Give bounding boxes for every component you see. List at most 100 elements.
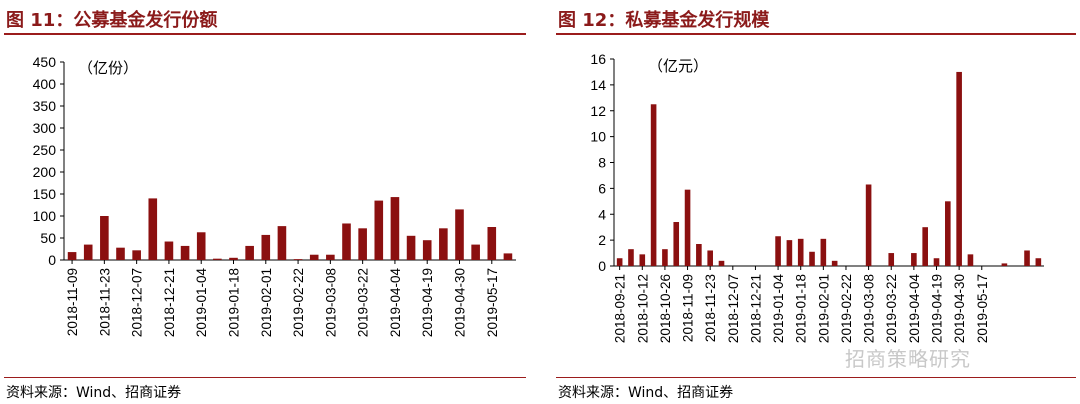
bar [831, 260, 838, 266]
x-tick-label: 2018-12-07 [726, 274, 741, 343]
y-tick-label: 200 [33, 164, 57, 180]
y-tick-label: 100 [33, 208, 57, 224]
bar [229, 257, 238, 260]
bar [639, 254, 646, 266]
figure-title: 图 11：公募基金发行份额 [6, 10, 218, 31]
y-tick-label: 450 [33, 54, 57, 70]
x-tick-label: 2019-04-04 [388, 268, 403, 338]
bar [775, 236, 781, 266]
y-tick-label: 6 [598, 180, 606, 196]
x-tick-label: 2019-04-19 [420, 268, 435, 337]
bar [406, 235, 416, 260]
chart-panel-private-funds: 图 12：私募基金发行规模 0 2 4 6 8 10 12 14 16 （亿元） 2018-09-2… [552, 0, 1080, 404]
bar [945, 201, 951, 266]
y-tick-label: 250 [33, 142, 57, 158]
bar [707, 250, 713, 266]
x-tick-label: 2019-02-22 [839, 274, 854, 343]
bar [865, 184, 872, 266]
y-tick-label: 300 [33, 120, 57, 136]
bar [293, 259, 303, 260]
y-tick-label: 8 [598, 155, 606, 171]
bar [820, 238, 827, 266]
bar-chart-public-fund-issuance: 0 50 100 150 200 250 300 350 400 450 （亿份） 2018-11-0… [33, 54, 516, 338]
y-tick-label: 4 [598, 206, 606, 222]
bar-chart-private-fund-issuance: 0 2 4 6 8 10 12 14 16 （亿元） 2018-09-21 2018-10-12 201… [590, 51, 1044, 344]
bar [1024, 250, 1030, 266]
bar [718, 260, 725, 266]
bar [956, 71, 962, 266]
bar [662, 249, 668, 266]
x-tick-label: 2019-03-22 [356, 268, 371, 337]
bar [342, 223, 351, 260]
bar [888, 253, 895, 266]
x-tick-label: 2018-11-23 [97, 268, 112, 336]
x-tick-label: 2019-01-04 [194, 268, 209, 338]
bar [390, 197, 400, 260]
bar [358, 228, 367, 260]
bar [148, 198, 158, 260]
bar [309, 254, 319, 260]
bar [922, 227, 928, 266]
x-tick-label: 2019-02-01 [259, 268, 274, 337]
x-tick-label: 2019-02-01 [816, 274, 831, 343]
bar [326, 254, 335, 260]
x-tick-label: 2019-01-18 [794, 274, 809, 343]
x-tick-label: 2018-11-09 [65, 268, 80, 336]
x-tick-label: 2019-03-08 [862, 274, 877, 343]
bar [967, 254, 974, 266]
x-tick-label: 2018-10-12 [635, 274, 650, 343]
bar [100, 216, 109, 260]
bar [277, 226, 287, 260]
bar [83, 244, 93, 260]
bar [116, 247, 125, 260]
bar [933, 258, 940, 266]
bar [374, 200, 384, 260]
y-tick-label: 0 [598, 258, 606, 274]
x-tick-label: 2019-05-17 [975, 274, 990, 343]
y-tick-label: 14 [590, 77, 606, 93]
bar [503, 253, 513, 260]
bar [911, 253, 917, 266]
source-note: 资料来源：Wind、招商证券 [558, 385, 734, 401]
chart-panel-public-funds: 图 11：公募基金发行份额 0 50 100 150 200 250 300 350 400 45… [0, 0, 530, 404]
y-tick-label: 150 [33, 186, 57, 202]
bar [132, 250, 141, 260]
bar [261, 234, 271, 260]
bar [1001, 263, 1008, 266]
bar [1035, 258, 1042, 266]
bar [245, 245, 254, 260]
bar [797, 238, 804, 266]
x-tick-label: 2019-01-18 [227, 268, 242, 337]
y-tick-label: 50 [40, 230, 56, 246]
source-note: 资料来源：Wind、招商证券 [6, 385, 182, 401]
bar [487, 227, 497, 260]
bar [684, 189, 691, 266]
x-tick-label: 2018-11-23 [703, 274, 718, 342]
x-tick-label: 2019-05-17 [485, 268, 500, 337]
title-rule [556, 33, 1076, 35]
bar [650, 104, 657, 266]
x-tick-label: 2018-09-21 [613, 274, 628, 343]
x-tick-label: 2019-02-22 [291, 268, 306, 337]
x-tick-label: 2018-12-07 [130, 268, 145, 337]
bottom-rule [556, 377, 1076, 378]
x-tick-label: 2019-03-08 [323, 268, 338, 337]
bottom-rule [4, 377, 526, 378]
x-tick-label: 2018-10-26 [658, 274, 673, 343]
x-tick-label: 2019-04-04 [907, 274, 922, 344]
x-tick-label: 2019-04-19 [930, 274, 945, 343]
bar [455, 209, 464, 260]
unit-label: （亿元） [648, 57, 708, 75]
watermark-text: 招商策略研究 [845, 347, 971, 371]
title-rule [4, 33, 526, 35]
y-tick-label: 400 [33, 76, 57, 92]
x-tick-label: 2019-03-22 [884, 274, 899, 343]
x-tick-label: 2019-04-30 [453, 268, 468, 337]
bar [696, 244, 702, 266]
y-tick-label: 16 [590, 51, 606, 67]
y-tick-label: 12 [590, 103, 606, 119]
bar [786, 240, 793, 266]
bar [196, 232, 206, 260]
bar [180, 245, 190, 260]
x-tick-label: 2018-12-21 [748, 274, 763, 343]
